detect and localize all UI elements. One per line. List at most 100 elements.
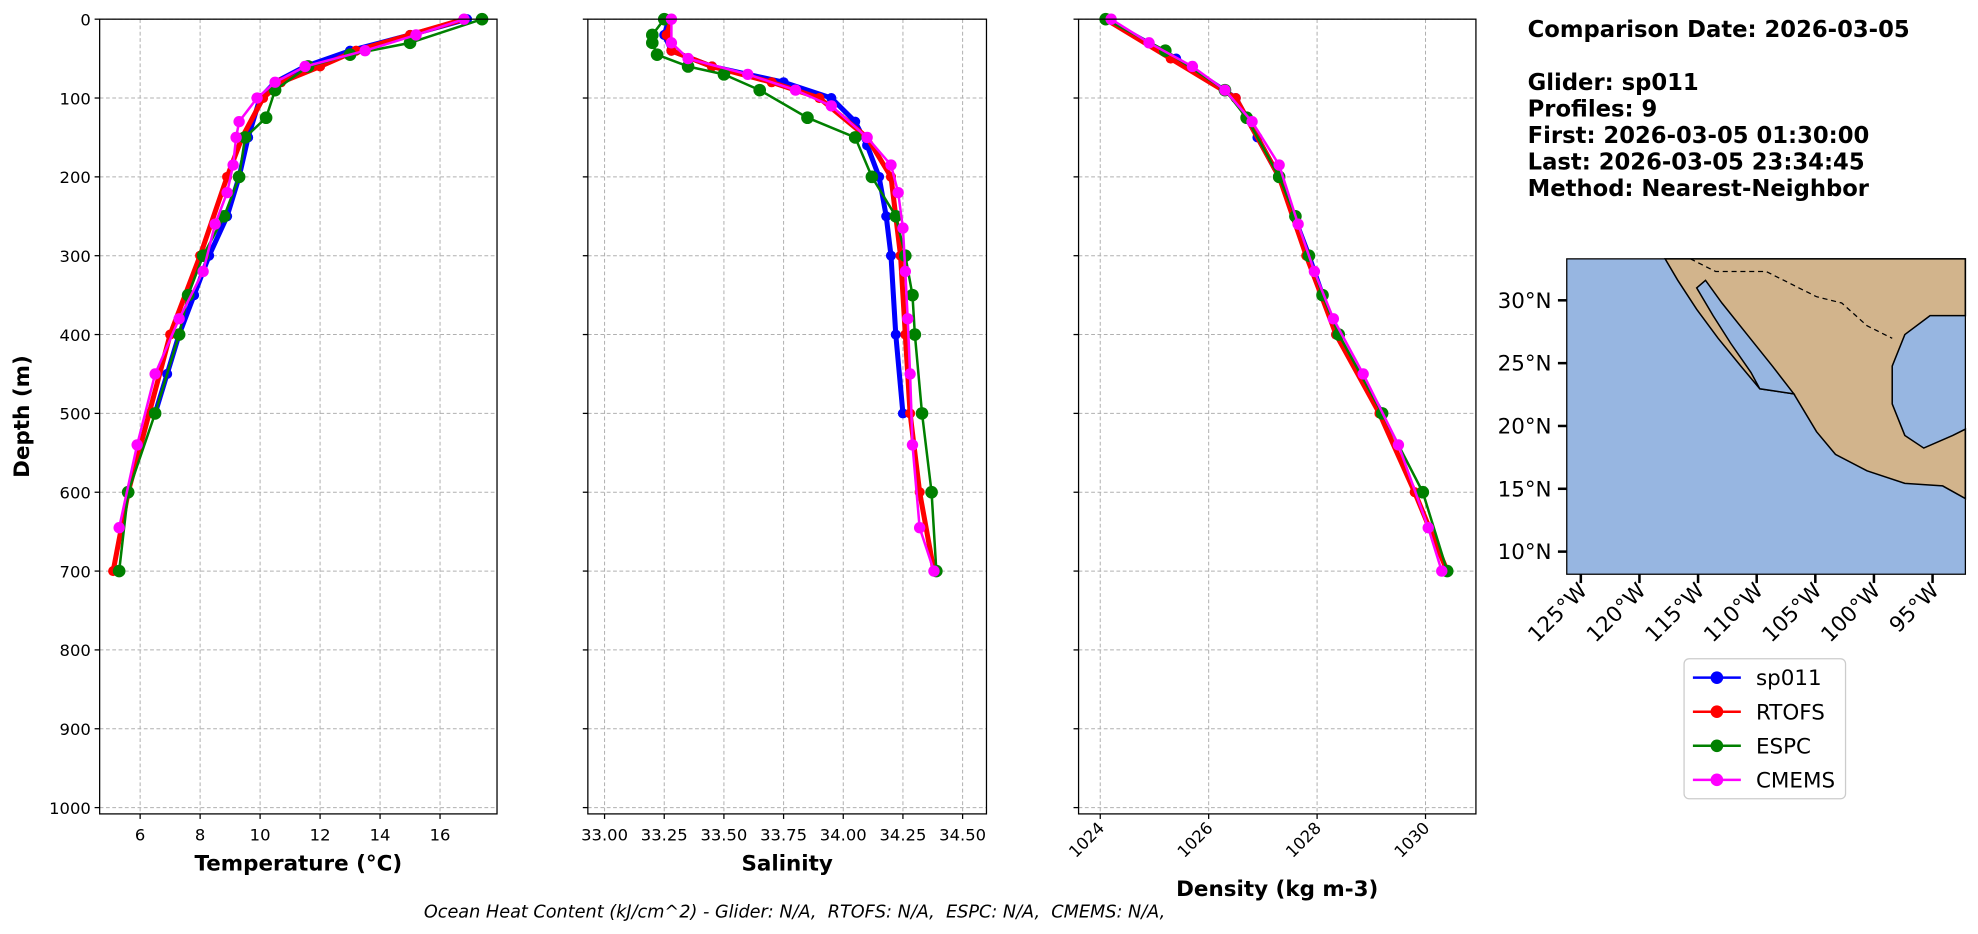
profile-point [906,439,919,451]
profile-point [173,313,185,325]
comparison-date: Comparison Date: 2026-03-05 [1528,17,1910,43]
profile-point [906,288,919,302]
y-tick-label: 200 [60,168,91,187]
profile-point [259,111,273,125]
legend-marker [1710,671,1724,684]
profile-point [861,131,873,144]
profile-point [881,211,892,222]
y-tick-label: 500 [60,405,91,424]
map-x-tick-label: 115°W [1641,578,1710,647]
x-tick-label: 10 [250,825,271,844]
y-tick-label: 100 [60,89,91,108]
profile-point [890,329,901,340]
legend-label: CMEMS [1756,768,1835,793]
profile-point [1392,439,1405,451]
legend: sp011 RTOFS ESPC CMEMS [1683,658,1847,800]
profile-point [410,29,422,41]
map-y-tick-label: 20°N [1498,415,1552,440]
map-x-tick-label: 100°W [1817,578,1886,647]
profile-point [897,222,909,234]
profile-point [251,92,263,104]
map-x-tick-label: 120°W [1582,578,1651,647]
profile-point [209,218,221,230]
x-tick-label: 1024 [1065,818,1108,861]
profile-line [1105,18,1449,572]
map-frame [1566,258,1967,575]
profile-line [670,19,936,572]
profile-point [1143,37,1155,49]
map [1566,258,1967,575]
x-tick-label: 34.50 [939,825,986,844]
profile-point [913,522,926,534]
profile-point [848,131,862,144]
profile-point [825,100,837,112]
profile-point [742,68,754,81]
map-y-tick-label: 10°N [1498,540,1552,565]
map-border [1690,258,1893,339]
profile-point [113,522,125,534]
info-line: Profiles: 9 [1528,96,1658,122]
x-axis-label: Temperature (°C) [194,852,402,877]
legend-label: RTOFS [1756,700,1825,725]
profile-point [268,83,282,97]
profile-line [117,17,483,572]
profile-point [1273,159,1285,171]
profile-point [665,37,678,49]
profile-point [1219,84,1231,96]
profile-point [217,209,231,223]
y-tick-label: 800 [60,641,91,660]
profile-point [1416,485,1430,499]
profile-point [885,250,897,261]
profile-point [908,328,922,341]
info-line: First: 2026-03-05 01:30:00 [1528,123,1870,149]
profile-point [131,439,143,451]
profile-point [666,45,677,56]
profile-point [269,76,281,88]
profile-line [1104,17,1450,573]
y-tick-label: 400 [60,326,91,345]
axes-frame [587,18,988,815]
profile-point [238,131,252,144]
legend-marker [1710,705,1724,719]
profile-point [789,84,802,96]
info-line: Last: 2026-03-05 23:34:45 [1528,149,1865,175]
profile-line [152,16,468,415]
x-tick-label: 14 [370,825,391,844]
x-tick-label: 1028 [1282,818,1325,861]
x-tick-label: 34.00 [820,825,867,844]
profile-line [117,17,465,528]
profile-point [650,48,664,61]
footer: Ocean Heat Content (kJ/cm^2) - Glider: N… [424,902,1165,922]
profile-point [645,36,659,50]
profile-point [1292,218,1304,230]
profile-line [1104,16,1385,415]
profile-point [661,29,672,40]
profile-point [1422,522,1434,534]
profile-point [1436,565,1448,577]
profile-point [172,328,186,341]
profile-point [865,170,879,184]
y-tick-label: 1000 [49,799,91,818]
x-tick-label: 6 [135,825,145,844]
x-tick-label: 8 [195,825,205,844]
profile-point [233,115,245,128]
info-line: Method: Nearest-Neighbor [1528,176,1870,202]
profile-point [897,408,908,419]
x-tick-label: 1030 [1390,818,1433,861]
profile-point [221,186,233,199]
profile-point [1357,368,1369,380]
profile-point [149,368,161,380]
map-x-tick-label: 110°W [1699,578,1768,647]
profile-point [232,170,246,184]
map-x-tick-label: 95°W [1885,578,1945,638]
profile-point [148,407,162,420]
profile-point [230,131,242,144]
info-line: Glider: sp011 [1528,70,1699,96]
legend-marker [1710,773,1724,787]
profile-point [801,111,814,125]
y-tick-label: 700 [60,562,91,581]
x-tick-label: 33.50 [700,825,747,844]
profile-point [1186,60,1199,73]
legend-box [1683,658,1847,800]
